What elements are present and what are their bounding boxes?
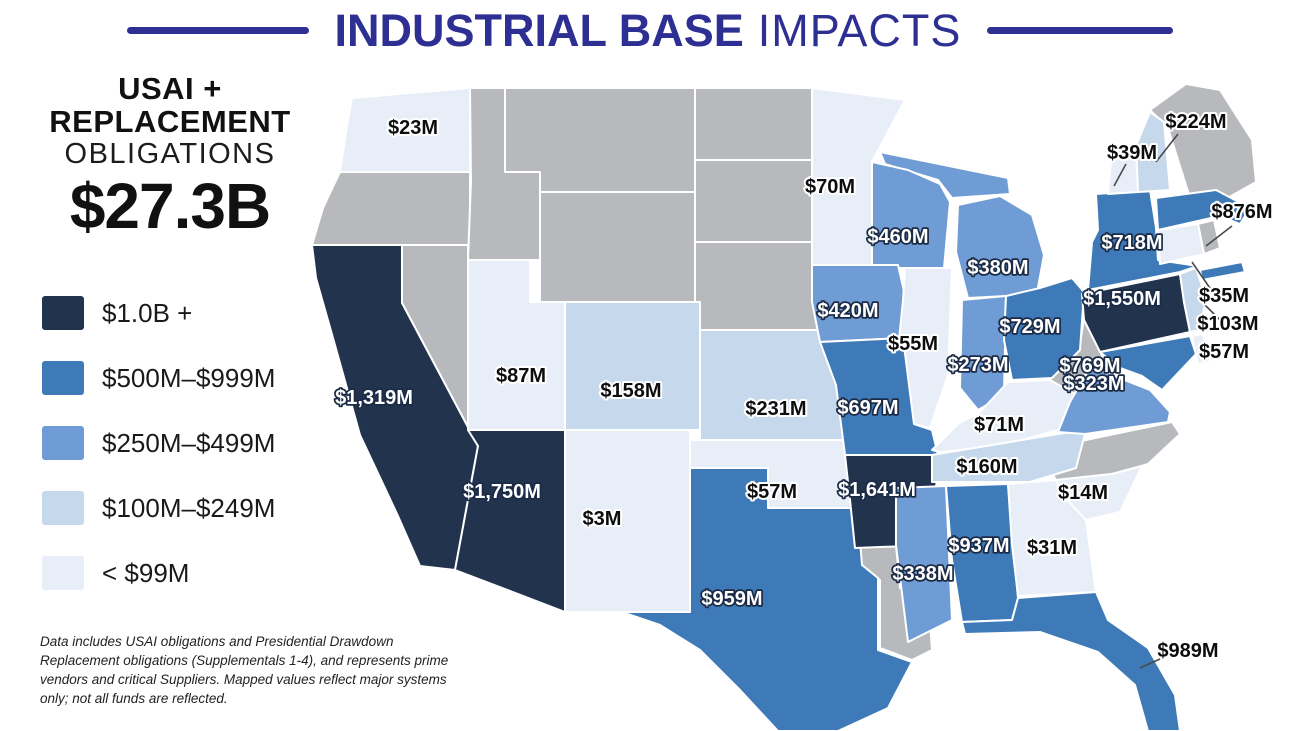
state-FL-shape [961,591,1181,731]
leader-line-VT [1113,163,1127,187]
state-ME-shape [1149,83,1257,201]
legend-swatch-500m-999m [42,361,84,395]
legend-label: $100M–$249M [102,492,276,523]
state-value-label-KY: $71M [974,414,1024,436]
state-value-label-MD: $769M [1059,355,1120,377]
state-value-label-CT: $35M [1199,285,1249,307]
state-OH-shape [1003,277,1085,381]
state-value-label-CO: $158M [600,380,661,402]
legend: $1.0B + $500M–$999M $250M–$499M $100M–$2… [42,296,275,621]
footnote-text: Data includes USAI obligations and Presi… [40,634,449,707]
state-MD-shape [1099,335,1197,391]
state-value-label-IA: $420M [817,300,878,322]
state-MO-shape [819,337,939,456]
state-value-label-TX: $959M [701,588,762,610]
stat-panel-line2: REPLACEMENT [49,104,291,140]
state-TN-shape [931,429,1087,483]
state-value-label-AL: $937M [948,535,1009,557]
state-value-label-TN: $160M [956,456,1017,478]
state-value-label-VA: $323M [1063,373,1124,395]
page-title: INDUSTRIAL BASE IMPACTS [335,8,962,53]
state-CO-shape [564,301,701,431]
state-VA-shape [1057,363,1171,435]
state-AZ-shape [454,429,566,613]
state-value-label-MS: $338M [892,563,953,585]
header: INDUSTRIAL BASE IMPACTS [0,8,1300,53]
state-value-label-MI: $380M [967,257,1028,279]
state-value-label-AR: $1,641M [838,479,916,501]
legend-label: < $99M [102,557,190,588]
state-NY-long-island-shape [1199,261,1246,281]
state-value-label-KS: $231M [745,398,806,420]
leader-line-NH [1155,133,1179,163]
state-value-label-MO: $697M [837,397,898,419]
state-value-label-IN: $273M [947,354,1008,376]
state-WY-shape [539,191,696,303]
state-NH-shape [1135,111,1171,193]
state-value-label-WI: $460M [867,226,928,248]
legend-item: $1.0B + [42,296,275,330]
page-title-bold: INDUSTRIAL BASE [334,5,744,56]
state-value-label-OK: $57M [747,481,797,503]
legend-item: < $99M [42,556,275,590]
state-value-label-MN: $70M [805,176,855,198]
state-value-label-AZ: $1,750M [463,481,541,503]
leader-line-FL [1139,658,1161,669]
total-obligations-value: $27.3B [69,169,271,242]
leader-line-MA [1205,225,1233,247]
state-SC-shape [1055,465,1143,521]
state-CA-shape [311,244,479,571]
state-NY-shape [1087,189,1199,291]
state-value-label-WA: $23M [388,117,438,139]
title-rule-left [126,27,309,34]
legend-swatch-100m-249m [42,491,84,525]
state-TX-shape [621,467,913,731]
stat-panel: USAI + REPLACEMENT OBLIGATIONS $27.3B [24,72,316,240]
state-value-label-NY: $718M [1101,232,1162,254]
stat-panel-line1: USAI + [118,71,222,106]
leader-line-DE [1197,355,1210,358]
state-value-label-CA: $1,319M [335,387,413,409]
title-rule-right [987,27,1174,34]
legend-label: $250M–$499M [102,427,276,458]
state-NE-shape [694,241,819,331]
state-value-label-GA: $31M [1027,537,1077,559]
state-CT-shape [1157,223,1205,265]
state-value-label-NJ: $103M [1197,313,1258,335]
legend-item: $500M–$999M [42,361,275,395]
legend-swatch-250m-499m [42,426,84,460]
state-OR-shape [311,171,471,246]
leader-line-NJ [1203,303,1223,323]
state-MS-shape [895,485,953,643]
state-value-label-FL: $989M [1157,640,1218,662]
state-value-label-SC: $14M [1058,482,1108,504]
leader-line-CT [1191,261,1215,295]
state-value-label-DE: $57M [1199,341,1249,363]
legend-item: $100M–$249M [42,491,275,525]
state-value-label-MA: $876M [1211,201,1272,223]
page-title-light: IMPACTS [757,5,962,56]
legend-label: $500M–$999M [102,362,276,393]
state-WA-shape [339,87,471,173]
stat-panel-line3: OBLIGATIONS [64,137,276,170]
state-ND-shape [694,87,813,161]
state-value-label-UT: $87M [496,365,546,387]
state-value-label-OH: $729M [999,316,1060,338]
state-MI-shape [955,195,1045,299]
state-value-label-IL: $55M [888,333,938,355]
state-SD-shape [694,159,813,243]
state-value-label-NM: $3M [583,508,622,530]
state-value-label-NH: $224M [1165,111,1226,133]
state-value-label-VT: $39M [1107,142,1157,164]
legend-item: $250M–$499M [42,426,275,460]
legend-swatch-under-99m [42,556,84,590]
state-value-label-PA: $1,550M [1083,288,1161,310]
legend-label: $1.0B + [102,297,193,328]
legend-swatch-1b-plus [42,296,84,330]
